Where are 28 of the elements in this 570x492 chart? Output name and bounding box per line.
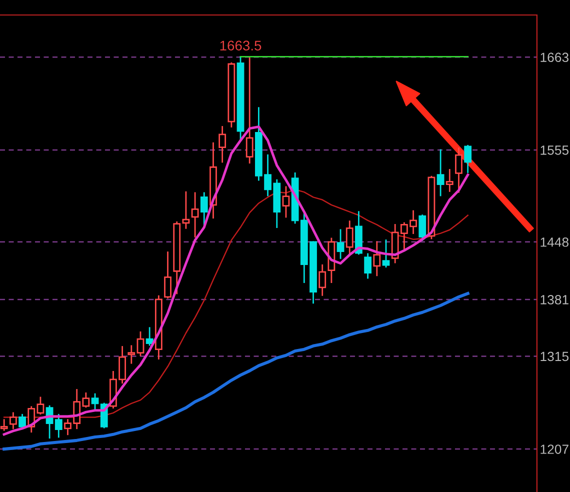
candlestick bbox=[446, 169, 454, 192]
line-series bbox=[2, 125, 470, 436]
candlestick bbox=[164, 252, 172, 298]
candlestick bbox=[455, 148, 462, 193]
candlestick bbox=[246, 57, 254, 164]
ref-line-label: 1663.5 bbox=[220, 40, 262, 51]
y-tick-label: 1381 bbox=[540, 295, 568, 304]
candlestick bbox=[128, 345, 136, 364]
line-series bbox=[2, 292, 470, 451]
y-tick-label: 1448 bbox=[540, 237, 568, 247]
candlestick bbox=[9, 412, 17, 430]
y-tick-label: 1555 bbox=[540, 146, 569, 155]
candlestick bbox=[464, 144, 472, 173]
candlestick bbox=[146, 327, 154, 346]
y-tick-label: 1207 bbox=[540, 444, 568, 454]
candlestick bbox=[282, 186, 290, 218]
candlestick bbox=[200, 192, 208, 226]
candlestick bbox=[218, 126, 226, 163]
candlestick bbox=[364, 253, 372, 279]
candlestick bbox=[173, 221, 181, 294]
candlestick bbox=[228, 62, 236, 128]
candlestick bbox=[373, 241, 381, 276]
y-tick-label: 1663 bbox=[540, 52, 568, 62]
y-tick-label: 1315 bbox=[540, 352, 569, 362]
candlestick bbox=[318, 264, 326, 296]
candlestick bbox=[436, 149, 444, 196]
candlestick bbox=[191, 192, 199, 238]
candlestick bbox=[0, 419, 8, 431]
